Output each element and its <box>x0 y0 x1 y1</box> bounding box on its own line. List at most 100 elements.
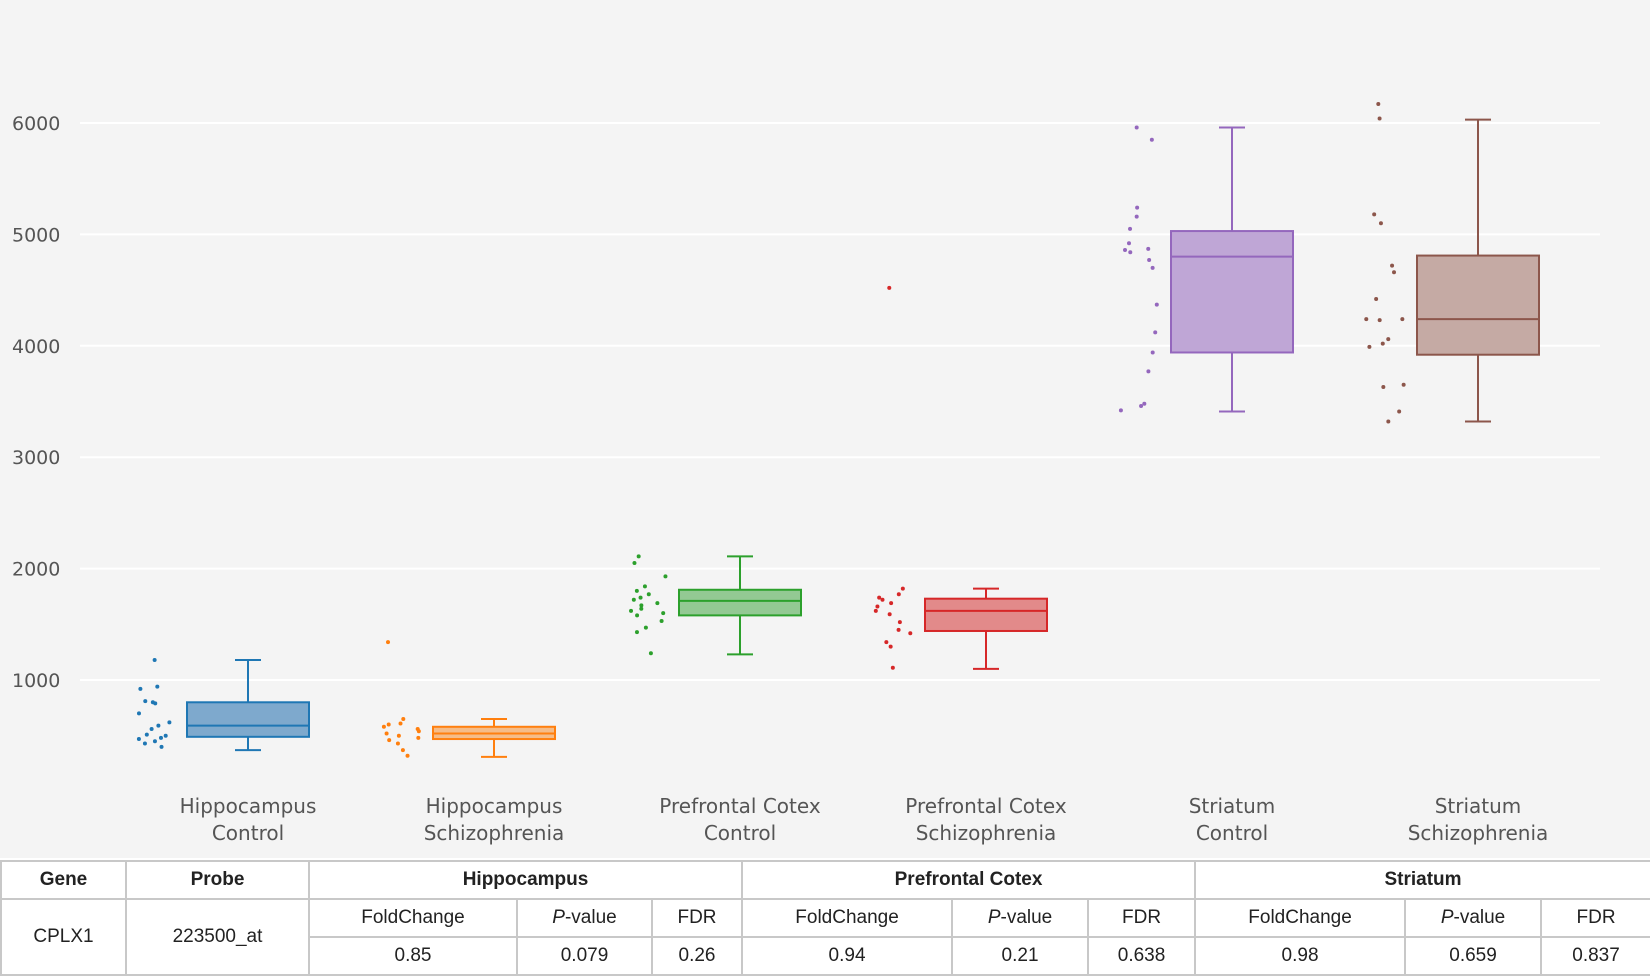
data-point <box>634 630 639 635</box>
data-point <box>636 554 641 559</box>
data-point <box>1380 341 1385 346</box>
category-label: Control <box>212 821 284 845</box>
data-point <box>888 644 893 649</box>
data-point <box>1118 408 1123 413</box>
striatum-foldchange-value: 0.98 <box>1194 936 1407 976</box>
category-label: Hippocampus <box>426 794 563 818</box>
data-point <box>1150 350 1155 355</box>
metric-header-fdr: FDR <box>1087 898 1197 938</box>
striatum-fdr-value: 0.837 <box>1540 936 1650 976</box>
data-point <box>1377 116 1382 121</box>
category-label: Prefrontal Cotex <box>905 794 1067 818</box>
data-point <box>136 711 141 716</box>
data-point <box>877 595 882 600</box>
data-point <box>1390 263 1395 268</box>
data-point <box>896 592 901 597</box>
data-point <box>384 731 389 736</box>
table-header-row: Gene Probe Hippocampus Prefrontal Cotex … <box>0 860 1650 900</box>
data-point <box>381 724 386 729</box>
box-iqr <box>1416 254 1540 356</box>
y-tick-label: 2000 <box>12 559 60 581</box>
data-point <box>167 720 172 725</box>
data-point <box>1126 241 1131 246</box>
data-point <box>646 592 651 597</box>
hippocampus-foldchange-value: 0.85 <box>308 936 518 976</box>
region-header-prefrontal-cotex: Prefrontal Cotex <box>741 860 1197 900</box>
gene-cell: CPLX1 <box>0 898 127 976</box>
data-point <box>156 723 161 728</box>
data-point <box>1397 409 1402 414</box>
data-point <box>1153 330 1158 335</box>
data-point <box>138 686 143 691</box>
region-header-hippocampus: Hippocampus <box>307 860 744 900</box>
data-point <box>1367 344 1372 349</box>
data-point <box>1374 297 1379 302</box>
y-tick-label: 1000 <box>12 670 60 692</box>
data-point <box>890 665 895 670</box>
data-point <box>634 588 639 593</box>
striatum-pvalue-value: 0.659 <box>1404 936 1543 976</box>
statistics-table: Gene Probe Hippocampus Prefrontal Cotex … <box>0 860 1650 976</box>
metric-header-fdr: FDR <box>650 898 744 938</box>
metric-header-pvalue: P-value <box>951 898 1090 938</box>
data-point <box>1139 403 1144 408</box>
data-point <box>395 741 400 746</box>
y-tick-label: 4000 <box>12 336 60 358</box>
data-point <box>153 701 158 706</box>
data-point <box>1386 419 1391 424</box>
data-point <box>1150 265 1155 270</box>
hippocampus-fdr-value: 0.26 <box>650 936 744 976</box>
data-point <box>1123 247 1128 252</box>
pvalue-suffix: -value <box>1453 907 1506 928</box>
pvalue-suffix: -value <box>1000 907 1053 928</box>
hippocampus-pvalue-value: 0.079 <box>516 936 653 976</box>
category-label: Hippocampus <box>180 794 317 818</box>
pvalue-italic-p: P <box>1440 907 1454 928</box>
metric-header-foldchange: FoldChange <box>308 898 518 938</box>
data-point <box>648 651 653 656</box>
category-label: Striatum <box>1435 794 1522 818</box>
y-tick-label: 3000 <box>12 447 60 469</box>
data-point <box>1134 214 1139 219</box>
prefrontal-foldchange-value: 0.94 <box>741 936 954 976</box>
prefrontal-pvalue-value: 0.21 <box>951 936 1090 976</box>
data-point <box>159 744 164 749</box>
pvalue-italic-p: P <box>552 907 565 928</box>
data-point <box>1128 250 1133 255</box>
data-point <box>643 625 648 630</box>
data-point <box>887 285 892 290</box>
data-point <box>405 753 410 758</box>
y-tick-label: 6000 <box>12 113 60 135</box>
data-point <box>398 721 403 726</box>
probe-cell: 223500_at <box>125 898 310 976</box>
data-point <box>152 657 157 662</box>
category-label: Schizophrenia <box>916 821 1057 845</box>
data-point <box>1154 302 1159 307</box>
data-point <box>396 733 401 738</box>
data-point <box>1149 137 1154 142</box>
data-point <box>1381 385 1386 390</box>
data-point <box>1364 317 1369 322</box>
data-point <box>635 613 640 618</box>
data-point <box>880 597 885 602</box>
data-point <box>400 748 405 753</box>
region-header-striatum: Striatum <box>1194 860 1650 900</box>
data-point <box>897 620 902 625</box>
data-point <box>659 618 664 623</box>
data-point <box>884 640 889 645</box>
data-point <box>149 727 154 732</box>
data-point <box>639 603 644 608</box>
box-iqr <box>186 701 310 738</box>
data-point <box>416 729 421 734</box>
data-point <box>1147 258 1152 263</box>
category-label: Schizophrenia <box>424 821 565 845</box>
category-label: Prefrontal Cotex <box>659 794 821 818</box>
prefrontal-fdr-value: 0.638 <box>1087 936 1197 976</box>
data-point <box>142 741 147 746</box>
data-point <box>136 737 141 742</box>
data-point <box>144 732 149 737</box>
data-point <box>900 586 905 591</box>
pvalue-suffix: -value <box>564 907 617 928</box>
data-point <box>1386 337 1391 342</box>
data-point <box>887 612 892 617</box>
